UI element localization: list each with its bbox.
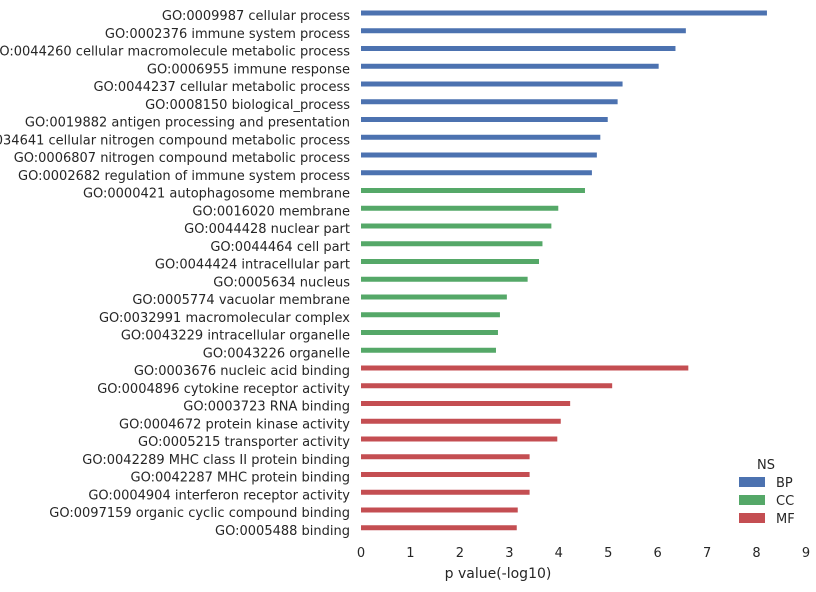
x-axis-label: p value(-log10) xyxy=(445,566,552,582)
bar-cc xyxy=(361,205,559,211)
bar-bp xyxy=(361,63,659,69)
category-label: GO:0005215 transporter activity xyxy=(138,435,350,450)
category-label: GO:0044428 nuclear part xyxy=(184,222,350,237)
legend-title: NS xyxy=(757,458,775,473)
category-label: GO:0005774 vacuolar membrane xyxy=(132,293,350,308)
bar-mf xyxy=(361,507,518,513)
bar-mf xyxy=(361,383,613,389)
bars-group xyxy=(361,10,767,531)
category-label: GO:0002682 regulation of immune system p… xyxy=(18,169,350,184)
category-label: GO:0016020 membrane xyxy=(192,204,350,219)
x-axis-ticks-group: 0 1 2 3 4 5 6 7 8 9 xyxy=(357,546,810,561)
x-tick-label: 8 xyxy=(752,546,760,561)
bar-cc xyxy=(361,312,500,318)
bar-mf xyxy=(361,454,530,460)
category-label: GO:0005634 nucleus xyxy=(213,275,350,290)
category-label: GO:0003676 nucleic acid binding xyxy=(134,364,350,379)
x-tick-label: 5 xyxy=(604,546,612,561)
bar-mf xyxy=(361,525,517,531)
category-label: GO:0002376 immune system process xyxy=(105,27,350,42)
category-label: GO:0043226 organelle xyxy=(203,346,350,361)
bar-bp xyxy=(361,81,623,87)
legend-swatch-mf xyxy=(739,513,765,523)
category-labels-group: GO:0009987 cellular process GO:0002376 im… xyxy=(0,9,350,539)
bar-bp xyxy=(361,134,601,140)
category-label: GO:0008150 biological_process xyxy=(145,98,350,113)
category-label: GO:0043229 intracellular organelle xyxy=(121,329,350,344)
category-label: GO:0006807 nitrogen compound metabolic p… xyxy=(14,151,351,166)
category-label: GO:0005488 binding xyxy=(215,524,350,539)
bar-cc xyxy=(361,347,496,353)
x-tick-label: 6 xyxy=(654,546,662,561)
category-label: GO:0044424 intracellular part xyxy=(155,258,350,273)
bar-bp xyxy=(361,28,686,34)
x-tick-label: 4 xyxy=(555,546,563,561)
category-label: GO:0004896 cytokine receptor activity xyxy=(97,382,350,397)
category-label: GO:0034641 cellular nitrogen compound me… xyxy=(0,133,350,148)
bar-mf xyxy=(361,418,561,424)
bar-mf xyxy=(361,436,558,442)
bar-mf xyxy=(361,401,571,406)
category-label: GO:0042287 MHC protein binding xyxy=(131,471,351,486)
x-tick-label: 7 xyxy=(703,546,711,561)
bar-cc xyxy=(361,330,498,335)
bar-bp xyxy=(361,99,618,105)
category-label: GO:0042289 MHC class II protein binding xyxy=(82,453,350,468)
legend-label-mf: MF xyxy=(776,512,795,527)
category-label: GO:0044237 cellular metabolic process xyxy=(93,80,350,95)
category-label: GO:0003723 RNA binding xyxy=(183,400,350,415)
legend-label-bp: BP xyxy=(776,476,793,491)
bar-mf xyxy=(361,365,689,371)
x-tick-label: 3 xyxy=(505,546,513,561)
bar-bp xyxy=(361,170,592,176)
bar-mf xyxy=(361,489,530,495)
category-label: GO:0019882 antigen processing and presen… xyxy=(25,116,350,131)
category-label: GO:0004672 protein kinase activity xyxy=(119,417,350,432)
bar-cc xyxy=(361,241,543,247)
x-tick-label: 9 xyxy=(802,546,810,561)
bar-bp xyxy=(361,117,608,122)
bar-cc xyxy=(361,223,552,229)
bar-bp xyxy=(361,46,676,51)
bar-cc xyxy=(361,188,585,193)
legend: NS BP CC MF xyxy=(739,458,795,527)
bar-bp xyxy=(361,152,597,158)
x-tick-label: 1 xyxy=(406,546,414,561)
bar-mf xyxy=(361,472,530,477)
category-label: GO:0000421 autophagosome membrane xyxy=(83,187,350,202)
legend-swatch-bp xyxy=(739,477,765,487)
category-label: GO:0097159 organic cyclic compound bindi… xyxy=(49,506,350,521)
category-label: GO:0032991 macromolecular complex xyxy=(99,311,350,326)
x-tick-label: 2 xyxy=(456,546,464,561)
bar-cc xyxy=(361,294,507,300)
category-label: GO:0004904 interferon receptor activity xyxy=(88,488,350,503)
bar-cc xyxy=(361,276,528,282)
category-label: GO:0006955 immune response xyxy=(147,62,350,77)
bar-bp xyxy=(361,10,767,16)
bar-cc xyxy=(361,259,539,264)
legend-swatch-cc xyxy=(739,495,765,505)
x-tick-label: 0 xyxy=(357,546,365,561)
category-label: GO:0044260 cellular macromolecule metabo… xyxy=(0,45,350,60)
legend-label-cc: CC xyxy=(776,494,794,509)
category-label: GO:0009987 cellular process xyxy=(162,9,350,24)
category-label: GO:0044464 cell part xyxy=(210,240,350,255)
